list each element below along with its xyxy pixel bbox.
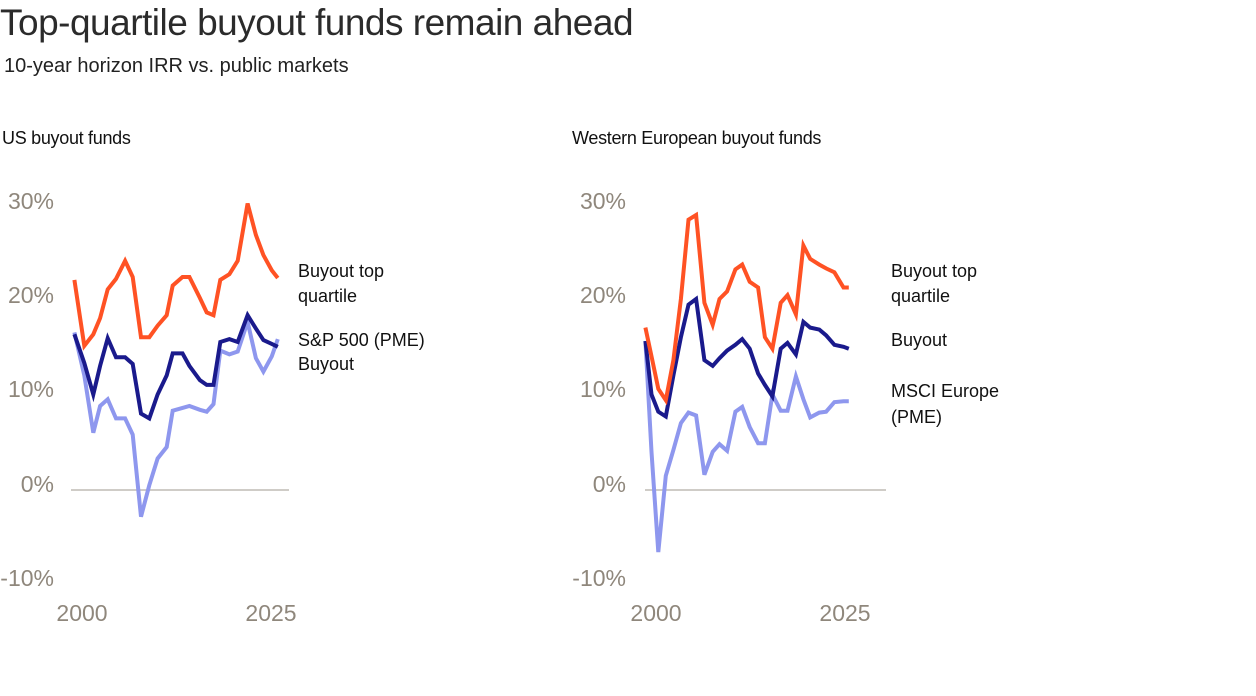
europe-ytick-label: 0%	[593, 471, 626, 497]
us-ytick-label: 0%	[21, 471, 54, 497]
europe-series-buyout-top-quartile	[643, 211, 849, 406]
europe-ytick-label: 10%	[580, 376, 626, 402]
panel-title-us: US buyout funds	[2, 128, 131, 148]
europe-series-buyout	[643, 295, 850, 420]
europe-ytick-label: 20%	[580, 282, 626, 308]
europe-legend-label: Buyout	[891, 330, 947, 350]
europe-xtick-label: 2025	[819, 600, 870, 626]
chart-subtitle: 10-year horizon IRR vs. public markets	[4, 55, 349, 77]
us-xtick-label: 2000	[56, 600, 107, 626]
europe-ytick-label: -10%	[572, 565, 626, 591]
us-ytick-label: 20%	[8, 282, 54, 308]
europe-legend-label: (PME)	[891, 407, 942, 427]
chart-title: Top-quartile buyout funds remain ahead	[0, 2, 634, 43]
europe-ytick-label: 30%	[580, 188, 626, 214]
europe-xtick-label: 2000	[630, 600, 681, 626]
us-series-buyout-top-quartile	[72, 202, 280, 351]
panel-title-europe: Western European buyout funds	[572, 128, 822, 148]
europe-series-msci-europe-pme	[643, 340, 849, 553]
europe-legend-label: quartile	[891, 286, 950, 306]
us-legend-label: Buyout	[298, 354, 354, 374]
us-legend-label: quartile	[298, 286, 357, 306]
europe-legend-label: Buyout top	[891, 261, 977, 281]
us-series-buyout	[72, 310, 279, 422]
us-legend-label: S&P 500 (PME)	[298, 330, 425, 350]
us-series-s-p-500-pme	[72, 314, 280, 518]
europe-legend-label: MSCI Europe	[891, 381, 999, 401]
us-legend-label: Buyout top	[298, 261, 384, 281]
us-ytick-label: 10%	[8, 376, 54, 402]
us-ytick-label: -10%	[0, 565, 54, 591]
us-ytick-label: 30%	[8, 188, 54, 214]
us-xtick-label: 2025	[245, 600, 296, 626]
